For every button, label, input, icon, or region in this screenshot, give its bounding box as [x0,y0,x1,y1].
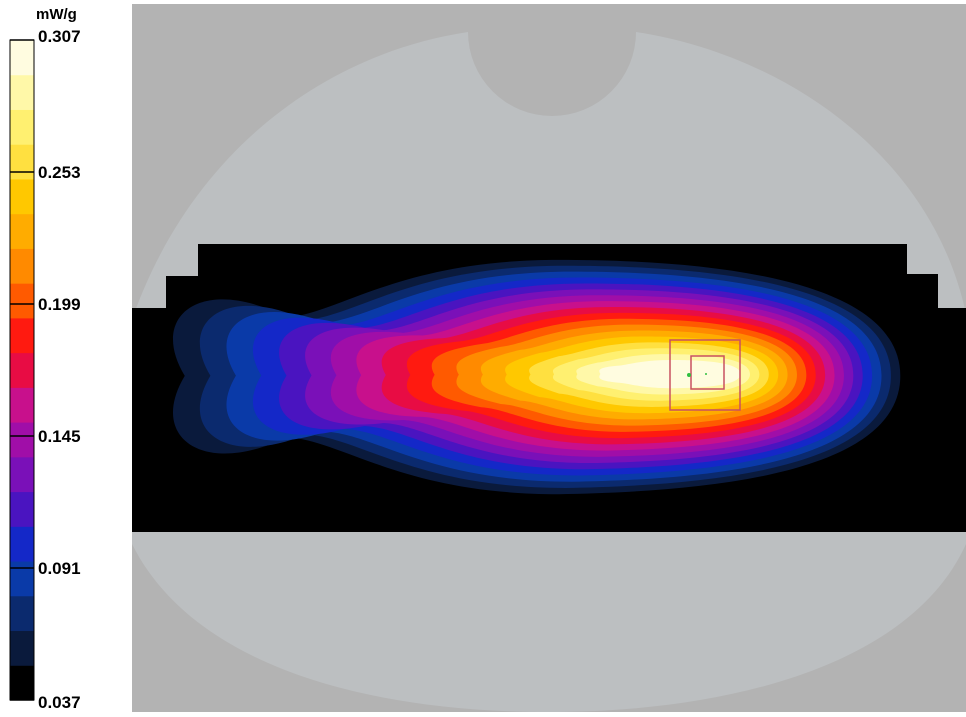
colorbar-level-15 [10,144,34,180]
colorbar-level-12 [10,248,34,284]
colorbar-tick-label-2: 0.199 [38,295,81,314]
colorbar-level-11 [10,283,34,319]
peak-marker [687,373,691,377]
colorbar-level-8 [10,387,34,423]
colorbar-level-18 [10,40,34,76]
peak-marker-secondary [705,373,707,375]
colorbar-level-10 [10,317,34,354]
colorbar-unit-label: mW/g [36,6,77,23]
colorbar-tick-label-4: 0.091 [38,559,81,578]
colorbar-level-17 [10,74,34,110]
plot-svg [132,4,966,712]
colorbar-level-2 [10,595,34,632]
colorbar-svg: 0.307 0.253 0.199 0.145 0.091 0.037 [9,27,81,712]
colorbar-level-5 [10,491,34,527]
colorbar-level-7 [10,422,34,458]
colorbar-level-6 [10,456,34,493]
colorbar-level-3 [10,561,34,597]
colorbar-level-9 [10,352,34,388]
sar-contours [172,259,901,495]
colorbar-level-1 [10,630,34,666]
zoom-scan-inner-box [690,355,725,390]
colorbar-level-14 [10,178,34,215]
colorbar-tick-label-5: 0.037 [38,693,81,712]
colorbar-tick-label-3: 0.145 [38,427,81,446]
colorbar-level-16 [10,109,34,145]
colorbar-tick-label-1: 0.253 [38,163,81,182]
sar-distribution-plot [132,4,966,712]
colorbar: mW/g 0.307 0.253 0.199 0.145 0.091 0.037 [0,0,130,712]
zoom-scan-outer-box [669,339,741,411]
colorbar-tick-label-0: 0.307 [38,27,81,46]
colorbar-level-0 [10,665,34,701]
colorbar-level-4 [10,526,34,562]
colorbar-level-13 [10,213,34,249]
